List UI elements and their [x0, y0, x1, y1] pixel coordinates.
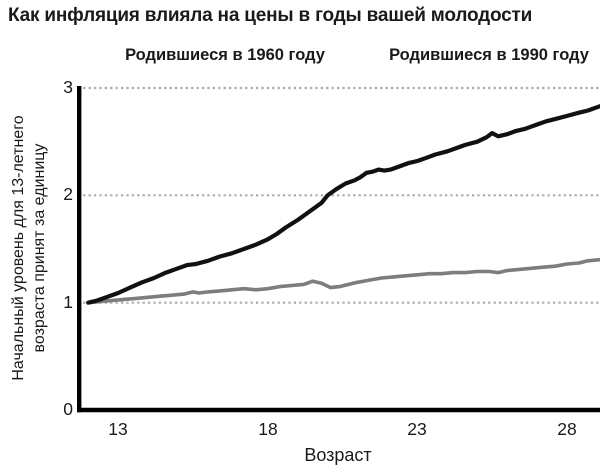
- y-tick-label-0: 0: [63, 399, 73, 419]
- legend-label-born-1960: Родившиеся в 1960 году: [125, 46, 325, 64]
- y-axis-title: Начальный уровень для 13-летнего возраст…: [8, 88, 52, 408]
- y-tick-label-2: 2: [63, 184, 73, 204]
- x-tick-label-28: 28: [557, 419, 577, 439]
- chart-title: Как инфляция влияла на цены в годы вашей…: [8, 5, 533, 26]
- x-tick-label-13: 13: [108, 419, 128, 439]
- series-line-born-1960: [86, 104, 600, 305]
- y-tick-label-3: 3: [63, 77, 73, 97]
- plot-area: [77, 86, 600, 413]
- x-axis-title: Возраст: [304, 445, 372, 465]
- y-axis-title-line-1: Начальный уровень для 13-летнего: [10, 115, 27, 381]
- x-tick-label-23: 23: [407, 419, 427, 439]
- x-tick-label-18: 18: [258, 419, 278, 439]
- y-tick-label-1: 1: [63, 292, 73, 312]
- series-line-born-1990: [86, 257, 600, 305]
- y-axis-title-line-2: возраста принят за единицу: [31, 143, 48, 353]
- legend-label-born-1990: Родившиеся в 1990 году: [389, 46, 589, 64]
